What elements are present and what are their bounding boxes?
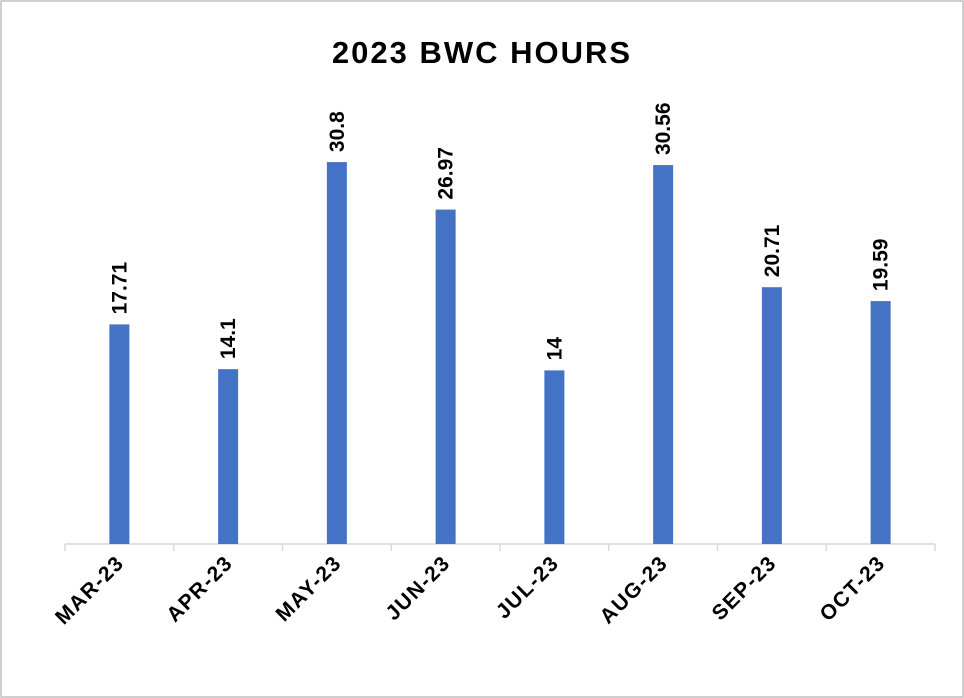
data-label: 20.71 [761,224,784,277]
data-label: 14.1 [217,318,240,359]
bar [870,301,891,544]
data-label: 30.56 [652,102,675,155]
bar [326,162,347,544]
bar [653,165,674,544]
data-label: 19.59 [870,239,893,292]
bar [761,287,782,544]
bar [544,370,565,544]
bar [109,324,130,544]
bar [435,209,456,544]
data-label: 17.71 [108,262,131,315]
chart-title: 2023 BWC HOURS [332,35,632,70]
data-label: 30.8 [326,111,349,152]
bar [218,369,239,544]
data-label: 14 [543,337,566,361]
data-label: 26.97 [435,147,458,200]
